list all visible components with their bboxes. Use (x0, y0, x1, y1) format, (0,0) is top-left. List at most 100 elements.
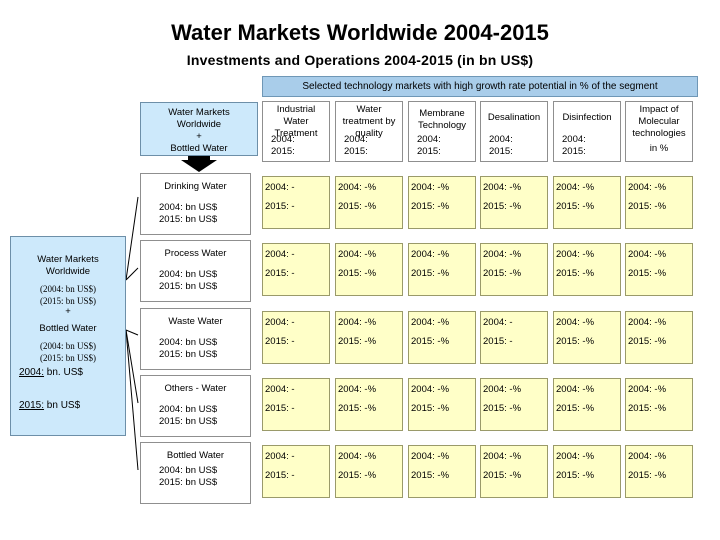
segment-value: 2015: bn US$ (159, 416, 218, 427)
growth-cell-value: 2015: -% (483, 268, 522, 279)
growth-cell: 2004: -% 2015: -% (553, 243, 621, 296)
growth-cell-value: 2015: -% (338, 470, 377, 481)
growth-cell-value: 2004: -% (628, 182, 667, 193)
column-header-year: 2004: (489, 134, 513, 145)
left-box-line: + (65, 306, 71, 317)
growth-cell-value: 2015: -% (483, 201, 522, 212)
growth-cell-value: 2015: -% (411, 201, 450, 212)
growth-cell-value: 2004: -% (556, 384, 595, 395)
growth-cell: 2004: -% 2015: -% (480, 378, 548, 431)
column-header-line: in % (649, 143, 669, 154)
column-header-year: 2015: (562, 146, 586, 157)
growth-cell-value: 2004: -% (556, 317, 595, 328)
growth-cell-value: 2015: -% (411, 470, 450, 481)
growth-cell: 2004: -% 2015: -% (625, 311, 693, 364)
growth-cell: 2004: -% 2015: -% (553, 176, 621, 229)
growth-cell: 2004: -% 2015: -% (335, 311, 403, 364)
growth-cell-value: 2015: -% (411, 403, 450, 414)
column-header-year: 2015: (417, 146, 441, 157)
growth-cell-value: 2004: -% (338, 182, 377, 193)
top-water-markets-box: Water Markets Worldwide + Bottled Water (140, 102, 258, 156)
growth-cell-value: 2004: -% (556, 249, 595, 260)
growth-cell: 2004: -% 2015: -% (625, 243, 693, 296)
growth-cell-value: 2015: -% (556, 336, 595, 347)
growth-cell-value: 2015: -% (628, 470, 667, 481)
growth-cell-value: 2004: -% (411, 182, 450, 193)
technology-markets-banner: Selected technology markets with high gr… (262, 76, 698, 97)
connector-drinking-water (125, 196, 139, 281)
growth-cell-value: 2004: -% (338, 249, 377, 260)
growth-cell: 2004: - 2015: - (262, 176, 330, 229)
growth-cell-value: 2015: -% (483, 403, 522, 414)
segment-name: Others - Water (164, 383, 227, 394)
growth-cell-value: 2015: -% (628, 403, 667, 414)
growth-cell: 2004: -% 2015: -% (335, 378, 403, 431)
left-box-2004-label: 2004: (19, 367, 45, 378)
growth-cell-value: 2004: - (265, 317, 295, 328)
growth-cell-value: 2015: -% (556, 470, 595, 481)
column-header-line: Molecular (638, 116, 680, 127)
column-header-line: Membrane (419, 108, 465, 119)
growth-cell-value: 2004: -% (338, 384, 377, 395)
growth-cell: 2004: -% 2015: -% (408, 176, 476, 229)
segment-box: Waste Water 2004: bn US$ 2015: bn US$ (140, 308, 251, 370)
segment-box: Others - Water 2004: bn US$ 2015: bn US$ (140, 375, 251, 437)
growth-cell-value: 2015: -% (628, 268, 667, 279)
left-water-markets-box: Water Markets Worldwide (2004: bn US$) (… (10, 236, 126, 436)
segment-value: 2004: bn US$ (159, 269, 218, 280)
growth-cell-value: 2004: -% (628, 249, 667, 260)
left-box-line: Bottled Water (39, 323, 97, 334)
column-header-year: 2015: (271, 146, 295, 157)
growth-cell: 2004: -% 2015: -% (625, 445, 693, 498)
growth-cell: 2004: - 2015: - (480, 311, 548, 364)
growth-cell: 2004: -% 2015: -% (625, 378, 693, 431)
growth-cell-value: 2004: -% (556, 451, 595, 462)
growth-cell-value: 2015: - (483, 336, 513, 347)
page-subtitle: Investments and Operations 2004-2015 (in… (186, 52, 534, 68)
growth-cell-value: 2015: -% (628, 336, 667, 347)
growth-cell-value: 2004: -% (628, 317, 667, 328)
page-title: Water Markets Worldwide 2004-2015 (171, 20, 549, 45)
growth-cell-value: 2015: -% (338, 201, 377, 212)
column-header-line: Water (283, 116, 309, 127)
top-box-line: Worldwide (176, 119, 222, 130)
growth-cell: 2004: -% 2015: -% (625, 176, 693, 229)
column-header: Impact of Molecular technologies in % (625, 101, 693, 162)
left-box-line: (2004: bn US$) (40, 284, 96, 294)
column-header-line: Technology (417, 120, 467, 131)
connector-bottled-water (125, 329, 139, 471)
left-box-line: (2004: bn US$) (40, 341, 96, 351)
column-header-line: Desalination (487, 112, 541, 123)
growth-cell: 2004: -% 2015: -% (335, 243, 403, 296)
column-header: Industrial Water Treatment 2004: 2015: (262, 101, 330, 162)
growth-cell-value: 2015: -% (411, 336, 450, 347)
segment-name: Waste Water (168, 316, 223, 327)
growth-cell: 2004: -% 2015: -% (335, 176, 403, 229)
left-box-2004-value: bn. US$ (44, 367, 83, 378)
growth-cell-value: 2015: - (265, 336, 295, 347)
growth-cell: 2004: - 2015: - (262, 311, 330, 364)
growth-cell: 2004: -% 2015: -% (480, 176, 548, 229)
growth-cell: 2004: -% 2015: -% (480, 243, 548, 296)
growth-cell-value: 2004: -% (483, 451, 522, 462)
growth-cell-value: 2004: - (265, 384, 295, 395)
growth-cell-value: 2004: -% (483, 249, 522, 260)
column-header-line: Treatment (274, 128, 318, 139)
segment-value: 2015: bn US$ (159, 477, 218, 488)
top-box-line: + (196, 131, 202, 142)
growth-cell-value: 2004: -% (411, 317, 450, 328)
segment-name: Drinking Water (164, 181, 227, 192)
segment-value: 2015: bn US$ (159, 349, 218, 360)
growth-cell: 2004: -% 2015: -% (553, 378, 621, 431)
left-box-line: (2015: bn US$) (40, 296, 96, 306)
growth-cell: 2004: -% 2015: -% (408, 243, 476, 296)
column-header-year: 2004: (417, 134, 441, 145)
column-header-line: technologies (632, 128, 686, 139)
growth-cell-value: 2004: -% (483, 182, 522, 193)
growth-cell-value: 2015: -% (556, 268, 595, 279)
segment-value: 2004: bn US$ (159, 202, 218, 213)
segment-name: Process Water (164, 248, 227, 259)
growth-cell: 2004: - 2015: - (262, 378, 330, 431)
growth-cell: 2004: -% 2015: -% (408, 378, 476, 431)
growth-cell-value: 2015: -% (628, 201, 667, 212)
